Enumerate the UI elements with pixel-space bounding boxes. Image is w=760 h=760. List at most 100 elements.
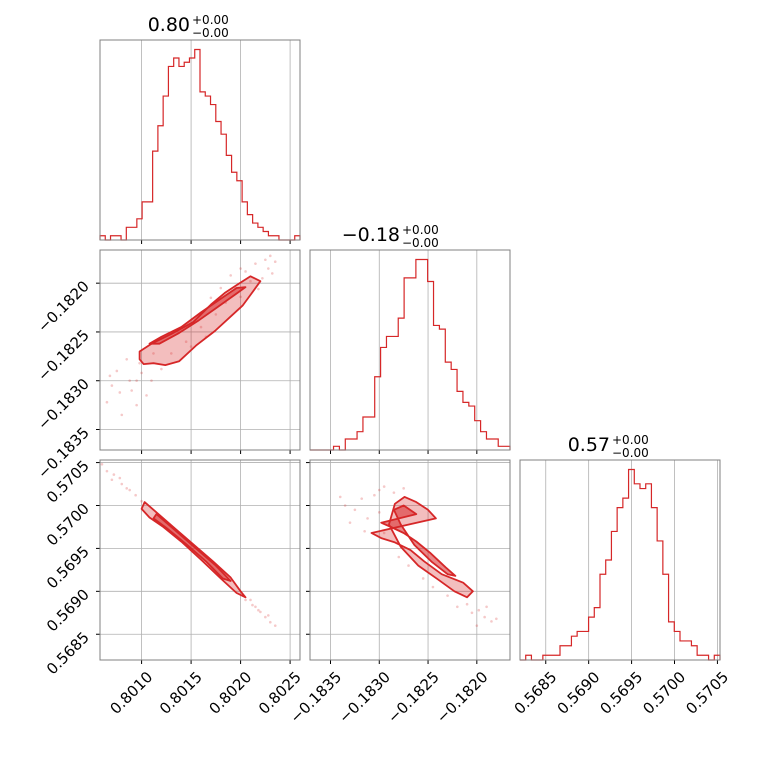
y-tick-label: 0.5690 — [43, 585, 93, 635]
scatter-point — [338, 495, 342, 499]
scatter-point — [456, 605, 459, 609]
scatter-point — [100, 462, 104, 466]
scatter-point — [140, 499, 143, 503]
pair-frame — [99, 459, 301, 661]
scatter-point — [407, 564, 410, 567]
x-tick-label: 0.5695 — [596, 668, 646, 718]
scatter-point — [270, 272, 274, 275]
hist-frame — [519, 459, 721, 661]
scatter-point — [140, 371, 143, 375]
scatter-point — [110, 384, 114, 387]
pair-content — [100, 462, 277, 627]
scatter-point — [239, 295, 242, 299]
x-tick-label: 0.5705 — [682, 668, 732, 718]
x-tick-label: −0.1830 — [335, 668, 394, 727]
scatter-point — [239, 267, 242, 270]
pair-panel-0-1 — [96, 249, 301, 454]
hist-panel-1: −0.18 +0.00−0.00 — [309, 223, 511, 454]
param-title-upper: +0.00 — [612, 433, 649, 447]
scatter-point — [392, 491, 396, 494]
scatter-point — [108, 374, 112, 378]
scatter-point — [477, 608, 481, 612]
scatter-point — [273, 624, 277, 627]
x-tick-label: 0.5690 — [554, 668, 604, 718]
scatter-point — [421, 577, 425, 580]
scatter-point — [219, 286, 223, 290]
contour-inner — [380, 504, 457, 577]
scatter-point — [125, 487, 129, 490]
scatter-point — [261, 276, 264, 280]
scatter-point — [125, 357, 129, 361]
scatter-point — [160, 367, 163, 371]
scatter-point — [373, 493, 376, 497]
scatter-point — [138, 361, 141, 365]
param-title-upper: +0.00 — [192, 13, 229, 27]
x-tick-label: −0.1820 — [433, 668, 492, 727]
hist-panel-2: 0.57 +0.00−0.00 — [519, 433, 721, 664]
param-title-lower: −0.00 — [192, 26, 229, 40]
scatter-point — [209, 296, 213, 300]
scatter-point — [483, 615, 486, 619]
param-title-lower: −0.00 — [612, 446, 649, 460]
scatter-point — [135, 379, 138, 383]
hist-panel-0: 0.80 +0.00−0.00 — [99, 13, 301, 244]
scatter-point — [135, 403, 138, 407]
pair-content — [105, 254, 277, 417]
scatter-point — [189, 345, 193, 348]
scatter-point — [470, 611, 474, 615]
scatter-point — [120, 413, 124, 417]
scatter-point — [267, 614, 270, 617]
scatter-point — [199, 325, 203, 329]
scatter-point — [130, 389, 133, 392]
scatter-point — [259, 610, 262, 614]
scatter-point — [134, 493, 137, 497]
scatter-point — [273, 260, 277, 264]
scatter-point — [244, 270, 247, 273]
param-title-value: −0.18 — [342, 224, 400, 246]
scatter-point — [257, 287, 260, 291]
y-tick-label: 0.5700 — [43, 500, 93, 550]
scatter-point — [475, 624, 479, 627]
pair-frame — [309, 459, 511, 661]
histogram-step-0 — [99, 48, 301, 241]
hist-frame — [309, 249, 511, 451]
scatter-point — [128, 379, 132, 383]
x-tick-label: 0.5700 — [639, 668, 689, 718]
y-tick-label: −0.1820 — [34, 277, 93, 336]
pair-panel-1-2 — [306, 459, 511, 664]
param-title-lower: −0.00 — [402, 236, 439, 250]
x-tick-label: −0.1825 — [384, 668, 443, 727]
y-tick-label: −0.1830 — [34, 375, 93, 434]
scatter-point — [264, 615, 267, 619]
scatter-point — [485, 605, 488, 609]
scatter-point — [402, 487, 405, 490]
scatter-point — [251, 603, 254, 607]
scatter-point — [268, 620, 272, 624]
scatter-point — [343, 504, 347, 507]
scatter-point — [267, 267, 270, 270]
scatter-point — [112, 473, 116, 476]
pair-frame — [99, 249, 301, 451]
scatter-point — [120, 482, 124, 486]
pair-content — [338, 485, 498, 627]
scatter-point — [118, 476, 122, 480]
scatter-point — [214, 313, 218, 316]
scatter-point — [431, 585, 435, 589]
y-tick-label: −0.1825 — [34, 326, 93, 385]
scatter-point — [382, 531, 386, 535]
scatter-point — [490, 620, 493, 623]
scatter-point — [249, 279, 252, 283]
scatter-point — [465, 602, 469, 606]
scatter-point — [353, 508, 357, 512]
scatter-point — [145, 394, 148, 397]
scatter-point — [105, 469, 109, 473]
contour-inner — [152, 513, 232, 582]
param-title-upper: +0.00 — [402, 223, 439, 237]
scatter-point — [377, 511, 381, 514]
contour-inner — [148, 286, 247, 345]
param-title-value: 0.57 — [568, 434, 610, 456]
scatter-point — [115, 369, 119, 373]
scatter-point — [397, 555, 401, 559]
scatter-point — [446, 594, 449, 597]
